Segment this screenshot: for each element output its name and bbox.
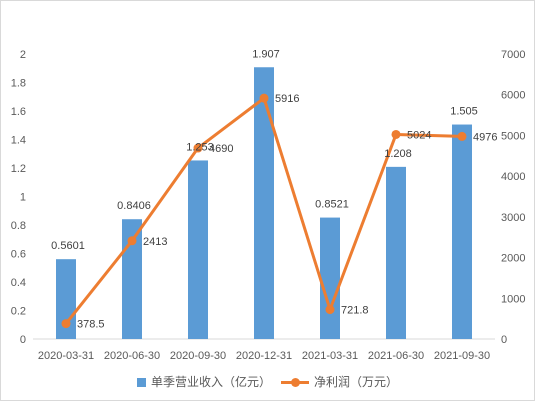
legend-item-revenue: 单季营业收入（亿元） <box>136 374 271 390</box>
x-axis-tick-label: 2021-06-30 <box>368 350 424 362</box>
net-profit-point <box>61 319 71 329</box>
right-axis-tick-label: 7000 <box>501 49 525 61</box>
x-axis-tick-label: 2021-03-31 <box>302 350 358 362</box>
right-axis-tick-label: 2000 <box>501 253 525 265</box>
right-axis-tick-label: 0 <box>501 334 507 346</box>
left-axis-tick-label: 1.6 <box>11 106 26 118</box>
left-axis-tick-label: 0.8 <box>11 220 26 232</box>
x-axis-tick-label: 2020-12-31 <box>236 350 292 362</box>
legend-label-net-profit: 净利润（万元） <box>314 375 399 389</box>
revenue-data-label: 1.253 <box>186 141 214 153</box>
net-profit-data-label: 721.8 <box>341 305 369 317</box>
net-profit-point <box>259 93 269 103</box>
legend: 单季营业收入（亿元） 净利润（万元） <box>1 374 534 390</box>
revenue-data-label: 1.505 <box>450 106 478 118</box>
right-axis-tick-label: 1000 <box>501 293 525 305</box>
left-axis-tick-label: 2 <box>20 49 26 61</box>
revenue-bar <box>254 67 274 339</box>
left-axis-tick-label: 0.6 <box>11 249 26 261</box>
revenue-bar <box>386 166 406 339</box>
left-axis-tick-label: 1.2 <box>11 163 26 175</box>
revenue-data-label: 0.8521 <box>315 199 349 211</box>
revenue-data-label: 1.208 <box>384 148 412 160</box>
net-profit-data-label: 378.5 <box>77 319 105 331</box>
revenue-bar <box>188 160 208 339</box>
net-profit-point <box>325 305 335 315</box>
left-axis-tick-label: 1.4 <box>11 135 26 147</box>
left-axis-tick-label: 1 <box>20 192 26 204</box>
net-profit-point <box>457 131 467 141</box>
net-profit-data-label: 2413 <box>143 236 167 248</box>
revenue-data-label: 0.8406 <box>117 200 151 212</box>
legend-label-revenue: 单季营业收入（亿元） <box>150 375 271 389</box>
net-profit-point <box>127 236 137 246</box>
right-axis-tick-label: 3000 <box>501 212 525 224</box>
legend-item-net-profit: 净利润（万元） <box>281 374 398 390</box>
revenue-bar <box>452 124 472 339</box>
net-profit-data-label: 5916 <box>275 93 299 105</box>
net-profit-data-label: 4690 <box>209 143 233 155</box>
right-axis-tick-label: 6000 <box>501 90 525 102</box>
left-axis-tick-label: 0 <box>20 334 26 346</box>
net-profit-point <box>193 143 203 153</box>
revenue-bar <box>320 217 340 339</box>
x-axis-tick-label: 2020-06-30 <box>104 350 160 362</box>
net-profit-point <box>391 129 401 139</box>
left-axis-tick-label: 0.2 <box>11 306 26 318</box>
right-axis-tick-label: 4000 <box>501 171 525 183</box>
net-profit-data-label: 4976 <box>473 131 497 143</box>
legend-line-marker-icon <box>290 377 300 387</box>
net-profit-data-label: 5024 <box>407 129 431 141</box>
right-axis-tick-label: 5000 <box>501 130 525 142</box>
x-axis-tick-label: 2020-03-31 <box>38 350 94 362</box>
x-axis-tick-label: 2020-09-30 <box>170 350 226 362</box>
left-axis-tick-label: 1.8 <box>11 78 26 90</box>
legend-bar-swatch-icon <box>136 377 146 387</box>
revenue-data-label: 0.5601 <box>51 240 85 252</box>
left-axis-tick-label: 0.4 <box>11 277 26 289</box>
x-axis-tick-label: 2021-09-30 <box>434 350 490 362</box>
revenue-data-label: 1.907 <box>252 48 280 60</box>
legend-line-swatch-icon <box>281 377 309 387</box>
